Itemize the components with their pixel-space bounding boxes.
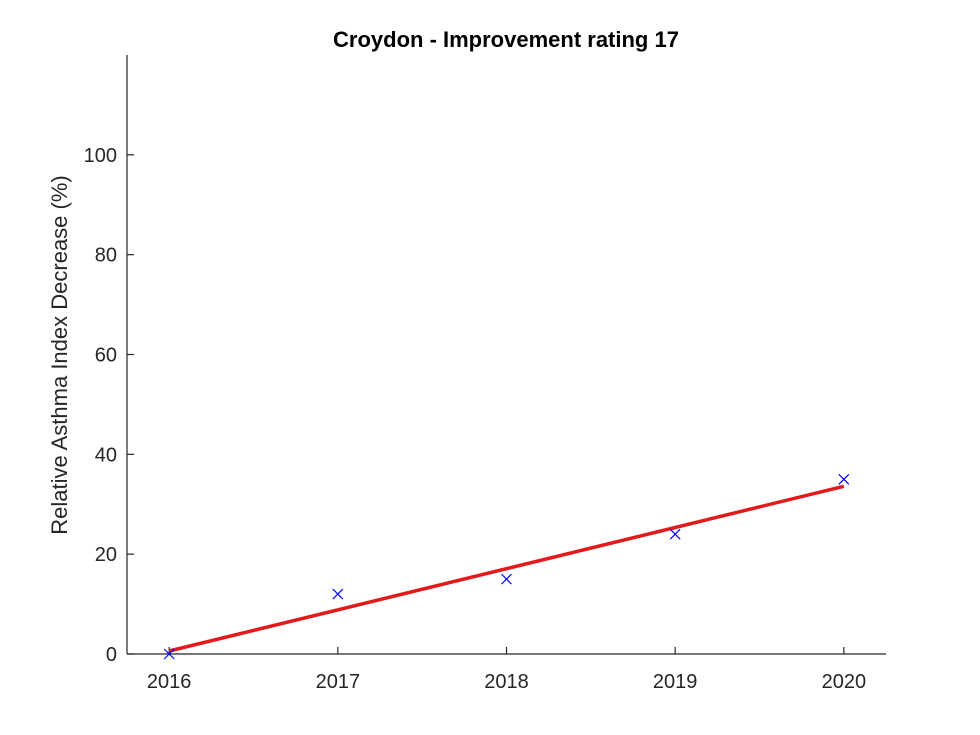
- y-tick-label: 80: [95, 245, 117, 267]
- y-tick-label: 40: [95, 444, 117, 466]
- y-tick-label: 100: [84, 145, 117, 167]
- y-axis-label: Relative Asthma Index Decrease (%): [47, 175, 72, 535]
- series-layer: [163, 473, 850, 660]
- data-point-x-marker: [163, 648, 175, 660]
- x-tick-label: 2017: [316, 671, 361, 693]
- data-point-x-marker: [838, 473, 850, 485]
- y-tick-label: 60: [95, 345, 117, 367]
- axes: [126, 55, 886, 655]
- x-tick-label: 2016: [147, 671, 192, 693]
- data-point-x-marker: [332, 588, 344, 600]
- ticks: 2016 2017 2018 2019 2020 0 20 40 60 80 100: [84, 145, 866, 693]
- y-tick-label: 20: [95, 544, 117, 566]
- y-tick-label: 0: [106, 644, 117, 666]
- x-tick-label: 2020: [822, 671, 867, 693]
- x-tick-label: 2019: [653, 671, 698, 693]
- x-tick-label: 2018: [484, 671, 529, 693]
- data-point-x-marker: [669, 528, 681, 540]
- trend-line: [168, 484, 845, 653]
- data-point-x-marker: [501, 573, 512, 585]
- chart-title: Croydon - Improvement rating 17: [333, 27, 679, 52]
